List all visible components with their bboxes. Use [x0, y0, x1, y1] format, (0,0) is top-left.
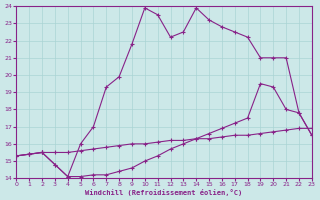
- X-axis label: Windchill (Refroidissement éolien,°C): Windchill (Refroidissement éolien,°C): [85, 189, 243, 196]
